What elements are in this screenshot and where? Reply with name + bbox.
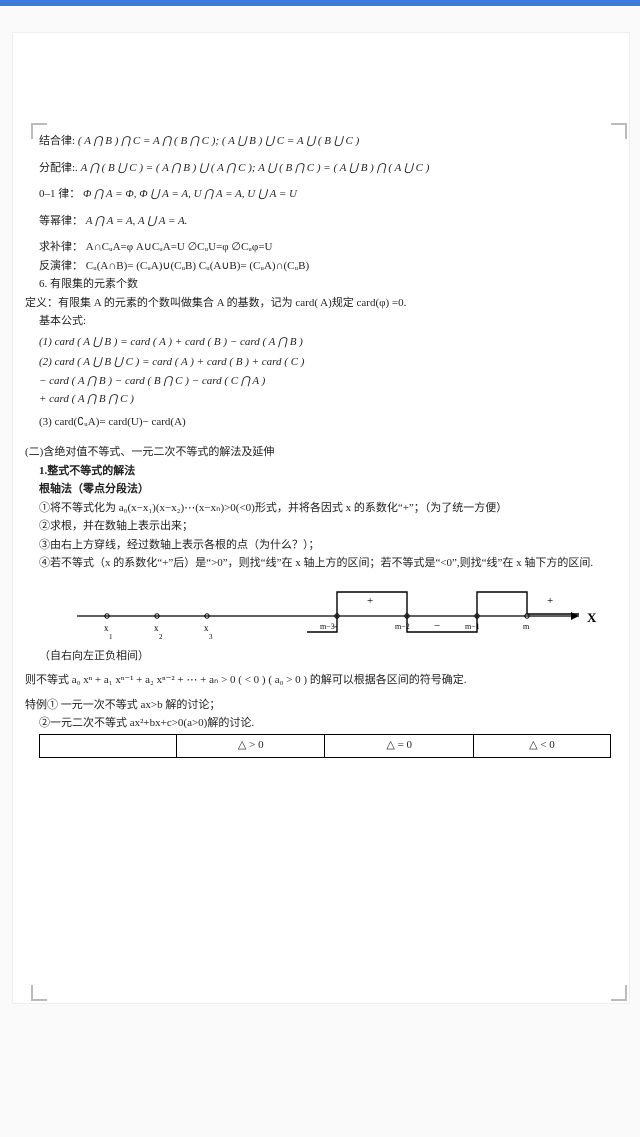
formula: ( A ⋂ B ) ⋂ C = A ⋂ ( B ⋂ C ); ( A ⋃ B )… <box>78 135 359 147</box>
table-cell: △ > 0 <box>177 734 325 757</box>
finite-f2c: + card ( A ⋂ B ⋂ C ) <box>39 391 611 408</box>
label: 反演律： <box>39 260 83 272</box>
finite-f2a: (2) card ( A ⋃ B ⋃ C ) = card ( A ) + ca… <box>39 354 611 371</box>
formula: A∩CᵤA=φ A∪CᵤA=U ∅CᵤU=φ ∅Cᵤφ=U <box>86 241 273 253</box>
header-bar <box>0 0 640 6</box>
label: 0–1 律： <box>39 188 80 200</box>
step-1: ①将不等式化为 a₀(x−x₁)(x−x₂)⋯(x−xₙ)>0(<0)形式，并将… <box>39 500 611 517</box>
svg-text:-: - <box>334 621 337 631</box>
crop-corner-bl <box>31 985 47 1001</box>
finite-formulas-label: 基本公式: <box>39 313 611 330</box>
law-idempotent: 等幂律： A ⋂ A = A, A ⋃ A = A. <box>39 213 611 230</box>
law-demorgan: 反演律： Cᵤ(A∩B)= (CᵤA)∪(CᵤB) Cᵤ(A∪B)= (CᵤA)… <box>39 258 611 275</box>
number-line-chart: X x 1 x 2 x 3 m−3 m−2 <box>77 576 585 648</box>
finite-f1: (1) card ( A ⋃ B ) = card ( A ) + card (… <box>39 334 611 351</box>
label: 等幂律： <box>39 215 83 227</box>
svg-text:x: x <box>204 623 209 633</box>
table-row: △ > 0 △ = 0 △ < 0 <box>40 734 611 757</box>
crop-corner-br <box>611 985 627 1001</box>
law-complement: 求补律： A∩CᵤA=φ A∪CᵤA=U ∅CᵤU=φ ∅Cᵤφ=U <box>39 239 611 256</box>
finite-heading: 6. 有限集的元素个数 <box>39 276 611 293</box>
section2-sub1: 1.整式不等式的解法 <box>39 463 611 480</box>
page: 结合律: ( A ⋂ B ) ⋂ C = A ⋂ ( B ⋂ C ); ( A … <box>12 32 630 1004</box>
law-associative: 结合律: ( A ⋂ B ) ⋂ C = A ⋂ ( B ⋂ C ); ( A … <box>39 133 611 150</box>
special-case-2: ②一元二次不等式 ax²+bx+c>0(a>0)解的讨论. <box>39 715 611 732</box>
law-zero-one: 0–1 律： Φ ⋂ A = Φ, Φ ⋃ A = A, U ⋂ A = A, … <box>39 186 611 203</box>
svg-text:3: 3 <box>209 633 213 641</box>
viewport: 结合律: ( A ⋂ B ) ⋂ C = A ⋂ ( B ⋂ C ); ( A … <box>0 0 640 1137</box>
svg-text:x: x <box>154 623 159 633</box>
chart-note: （自右向左正负相间） <box>39 648 611 665</box>
svg-text:−: − <box>434 620 440 632</box>
law-distributive: 分配律:. A ⋂ ( B ⋃ C ) = ( A ⋂ B ) ⋃ ( A ⋂ … <box>39 160 611 177</box>
svg-text:1: 1 <box>109 633 113 641</box>
x-axis-label: X <box>587 610 597 625</box>
svg-text:2: 2 <box>159 633 163 641</box>
step-3: ③由右上方穿线，经过数轴上表示各根的点（为什么？）； <box>39 537 611 554</box>
formula: Cᵤ(A∩B)= (CᵤA)∪(CᵤB) Cᵤ(A∪B)= (CᵤA)∩(CᵤB… <box>86 260 309 272</box>
formula: Φ ⋂ A = Φ, Φ ⋃ A = A, U ⋂ A = A, U ⋃ A =… <box>83 188 297 200</box>
step-4: ④若不等式（x 的系数化“+”后）是“>0”，则找“线”在 x 轴上方的区间；若… <box>39 555 611 572</box>
finite-def: 定义：有限集 A 的元素的个数叫做集合 A 的基数，记为 card( A)规定 … <box>25 295 611 312</box>
table-cell: △ = 0 <box>325 734 473 757</box>
svg-text:m: m <box>523 622 530 631</box>
section2-title: (二)含绝对值不等式、一元二次不等式的解法及延伸 <box>25 444 611 461</box>
special-case-1: 特例① 一元一次不等式 ax>b 解的讨论； <box>25 697 611 714</box>
label: 结合律: <box>39 135 75 147</box>
svg-text:x: x <box>104 623 109 633</box>
label: 求补律： <box>39 241 83 253</box>
discriminant-table: △ > 0 △ = 0 △ < 0 <box>39 734 611 758</box>
poly-inequality: 则不等式 a₀ xⁿ + a₁ xⁿ⁻¹ + a₂ xⁿ⁻² + ⋯ + aₙ … <box>25 672 611 689</box>
label: 分配律:. <box>39 162 78 174</box>
svg-text:+: + <box>367 595 373 607</box>
step-2: ②求根，并在数轴上表示出来； <box>39 518 611 535</box>
table-cell: △ < 0 <box>473 734 610 757</box>
svg-text:m−3: m−3 <box>320 622 335 631</box>
formula: A ⋂ A = A, A ⋃ A = A. <box>86 215 188 227</box>
formula: A ⋂ ( B ⋃ C ) = ( A ⋂ B ) ⋃ ( A ⋂ C ); A… <box>81 162 430 174</box>
crop-corner-tr <box>611 123 627 139</box>
table-cell <box>40 734 177 757</box>
finite-f2b: − card ( A ⋂ B ) − card ( B ⋂ C ) − card… <box>39 373 611 390</box>
finite-f3: (3) card(∁ᵤA)= card(U)− card(A) <box>39 414 611 431</box>
svg-text:+: + <box>547 595 553 607</box>
document-content: 结合律: ( A ⋂ B ) ⋂ C = A ⋂ ( B ⋂ C ); ( A … <box>39 133 611 758</box>
section2-method: 根轴法（零点分段法） <box>39 481 611 498</box>
